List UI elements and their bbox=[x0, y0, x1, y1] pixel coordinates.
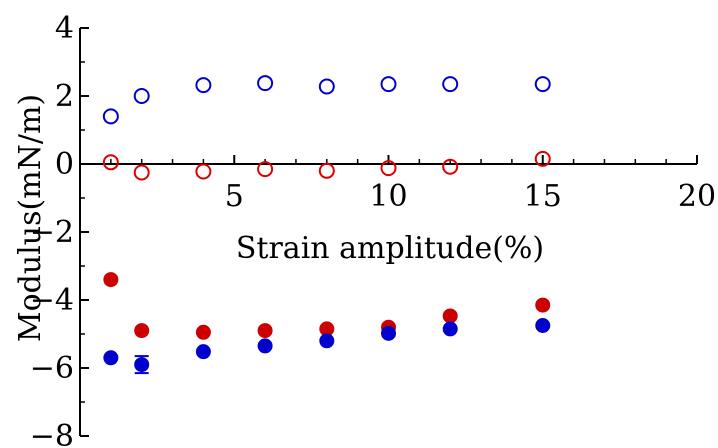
y-tick-label: −8 bbox=[30, 419, 74, 448]
y-tick-label: 0 bbox=[55, 147, 74, 182]
x-axis-title: Strain amplitude(%) bbox=[236, 231, 544, 266]
open-point-series-1 bbox=[102, 108, 119, 125]
open-point-series-1 bbox=[257, 75, 274, 92]
open-point-series-2 bbox=[133, 164, 150, 181]
filled-point-series-4 bbox=[535, 318, 551, 333]
filled-point-series-3 bbox=[535, 297, 551, 313]
open-point-series-2 bbox=[257, 161, 274, 178]
open-point-series-1 bbox=[380, 76, 397, 93]
open-point-series-2 bbox=[442, 158, 459, 175]
y-tick-label: −4 bbox=[30, 283, 74, 318]
x-tick-label: 20 bbox=[678, 179, 716, 214]
open-point-series-1 bbox=[442, 76, 459, 93]
y-axis: 4 2 0 −2 −4 −6 −8 bbox=[30, 11, 89, 448]
y-axis-title: Modulus(mN/m) bbox=[13, 94, 48, 342]
open-point-series-1 bbox=[318, 78, 335, 95]
open-point-series-2 bbox=[102, 154, 119, 171]
filled-point-series-4 bbox=[319, 333, 335, 349]
filled-point-series-3 bbox=[134, 323, 150, 339]
open-point-series-2 bbox=[534, 150, 551, 167]
open-point-series-2 bbox=[380, 160, 397, 177]
filled-point-series-4 bbox=[442, 321, 458, 337]
open-point-series-1 bbox=[534, 76, 551, 93]
filled-point-series-3 bbox=[257, 323, 273, 339]
x-axis: 5 10 15 20 bbox=[80, 155, 716, 214]
y-tick-label: −2 bbox=[30, 215, 74, 250]
filled-point-series-4 bbox=[257, 338, 273, 354]
open-point-series-1 bbox=[133, 88, 150, 104]
data-points bbox=[102, 75, 551, 375]
filled-point-series-4 bbox=[103, 350, 119, 366]
filled-point-series-3 bbox=[195, 324, 211, 340]
filled-point-series-3 bbox=[103, 272, 119, 288]
y-tick-label: −6 bbox=[30, 351, 74, 386]
x-tick-label: 10 bbox=[369, 179, 407, 214]
filled-point-series-4 bbox=[134, 357, 150, 373]
open-point-series-2 bbox=[195, 163, 212, 180]
x-tick-label: 15 bbox=[524, 179, 562, 214]
y-tick-label: 2 bbox=[55, 79, 74, 114]
open-point-series-2 bbox=[318, 162, 335, 179]
y-tick-label: 4 bbox=[55, 11, 74, 46]
filled-point-series-3 bbox=[442, 308, 458, 324]
x-tick-label: 5 bbox=[225, 179, 244, 214]
open-point-series-1 bbox=[195, 77, 212, 94]
filled-point-series-4 bbox=[381, 325, 396, 341]
filled-point-series-4 bbox=[195, 344, 211, 360]
